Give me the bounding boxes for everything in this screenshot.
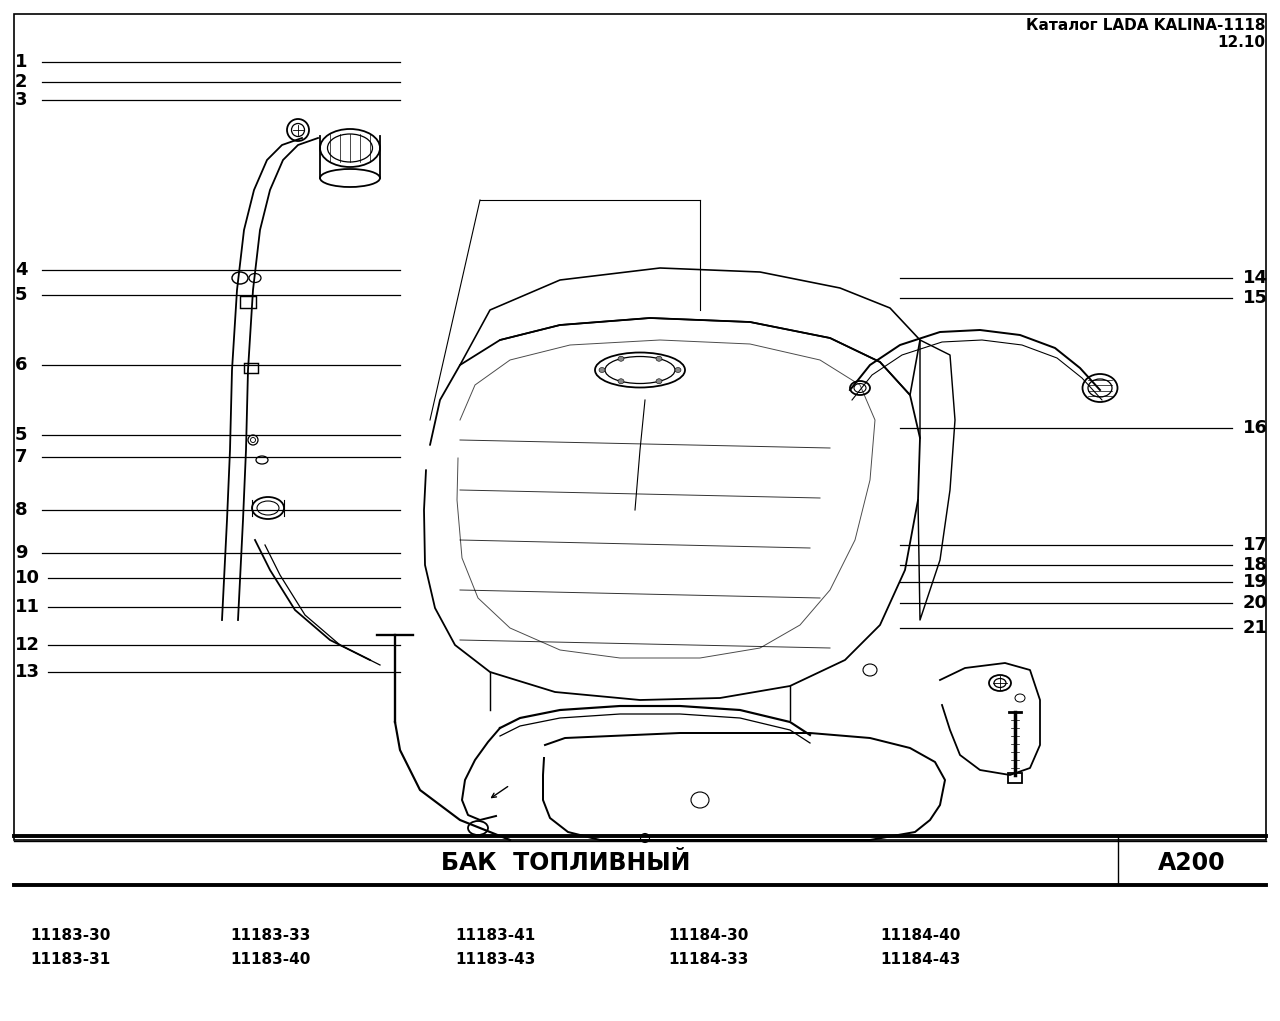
Bar bbox=[244, 363, 259, 373]
Text: 12.10: 12.10 bbox=[1217, 35, 1265, 50]
Text: 16: 16 bbox=[1243, 419, 1268, 437]
Text: 9: 9 bbox=[15, 544, 27, 562]
Text: 11183-40: 11183-40 bbox=[230, 953, 310, 968]
Text: 11184-33: 11184-33 bbox=[668, 953, 749, 968]
Text: 1: 1 bbox=[15, 53, 27, 71]
Bar bbox=[14, 14, 1266, 840]
Text: 11183-33: 11183-33 bbox=[230, 927, 310, 942]
Text: 13: 13 bbox=[15, 663, 40, 681]
Ellipse shape bbox=[657, 356, 662, 361]
Text: 21: 21 bbox=[1243, 619, 1268, 637]
Text: A200: A200 bbox=[1158, 850, 1226, 875]
Text: Каталог LADA KALINA-1118: Каталог LADA KALINA-1118 bbox=[1025, 18, 1265, 33]
Bar bbox=[241, 296, 256, 308]
Text: 7: 7 bbox=[15, 448, 27, 466]
Text: 12: 12 bbox=[15, 636, 40, 654]
Text: 11: 11 bbox=[15, 598, 40, 616]
Text: 5: 5 bbox=[15, 426, 27, 444]
Text: 4: 4 bbox=[15, 261, 27, 279]
Ellipse shape bbox=[675, 368, 681, 373]
Text: 11184-40: 11184-40 bbox=[881, 927, 960, 942]
Text: 3: 3 bbox=[15, 91, 27, 109]
Ellipse shape bbox=[599, 368, 605, 373]
Text: 17: 17 bbox=[1243, 536, 1268, 554]
Text: 18: 18 bbox=[1243, 556, 1268, 574]
Text: 15: 15 bbox=[1243, 289, 1268, 307]
Ellipse shape bbox=[618, 379, 625, 384]
Text: 11183-41: 11183-41 bbox=[454, 927, 535, 942]
Ellipse shape bbox=[618, 356, 625, 361]
Text: 5: 5 bbox=[15, 286, 27, 304]
Text: 11183-30: 11183-30 bbox=[29, 927, 110, 942]
Text: 11183-43: 11183-43 bbox=[454, 953, 535, 968]
Text: 20: 20 bbox=[1243, 594, 1268, 612]
Text: 14: 14 bbox=[1243, 269, 1268, 287]
Text: 2: 2 bbox=[15, 72, 27, 91]
Text: 10: 10 bbox=[15, 569, 40, 587]
Text: 11183-31: 11183-31 bbox=[29, 953, 110, 968]
Text: 8: 8 bbox=[15, 501, 28, 519]
Ellipse shape bbox=[657, 379, 662, 384]
Text: 11184-43: 11184-43 bbox=[881, 953, 960, 968]
Bar bbox=[1009, 773, 1021, 783]
Text: 19: 19 bbox=[1243, 573, 1268, 591]
Text: БАК  ТОПЛИВНЫЙ: БАК ТОПЛИВНЫЙ bbox=[442, 850, 691, 875]
Text: 11184-30: 11184-30 bbox=[668, 927, 749, 942]
Text: 6: 6 bbox=[15, 356, 27, 374]
